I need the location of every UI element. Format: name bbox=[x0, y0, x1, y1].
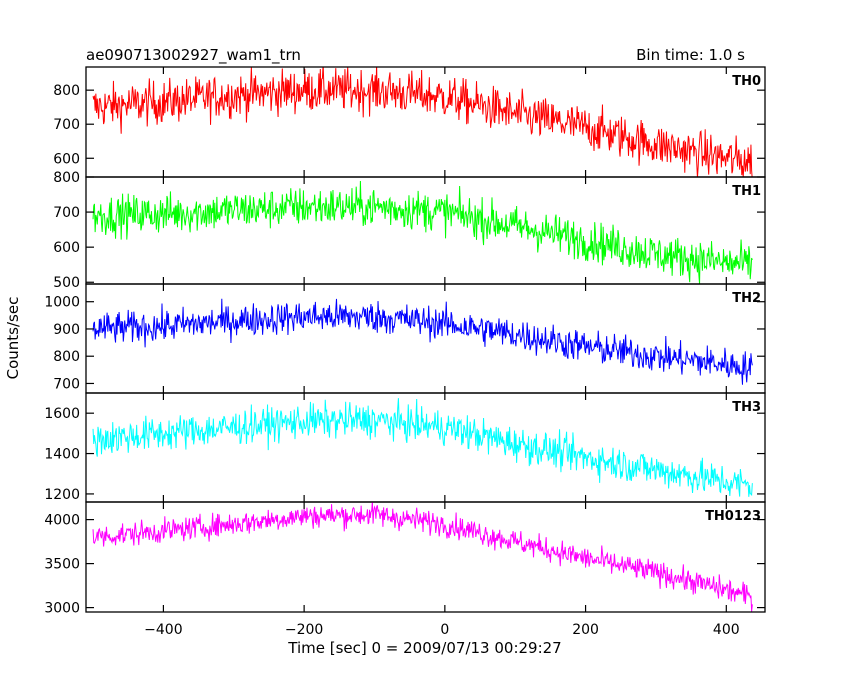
series-th0 bbox=[92, 67, 753, 177]
series-th1 bbox=[92, 181, 753, 284]
y-tick-label: 1600 bbox=[44, 406, 80, 422]
panel-frame bbox=[85, 392, 766, 503]
y-tick-label: 500 bbox=[53, 275, 80, 291]
y-tick-label: 700 bbox=[53, 205, 80, 221]
x-tick-label: −200 bbox=[285, 622, 323, 638]
series-th2 bbox=[92, 298, 753, 385]
y-tick-label: 1000 bbox=[44, 295, 80, 311]
y-tick-label: 1200 bbox=[44, 487, 80, 503]
y-tick-label: 800 bbox=[53, 83, 80, 99]
x-tick-label: 400 bbox=[713, 622, 740, 638]
panel-label: TH2 bbox=[732, 291, 761, 306]
panel-label: TH1 bbox=[732, 184, 761, 199]
panels: 600 700 800 TH0 500 600 700 800 TH1 700 800 900 1000… bbox=[44, 66, 766, 617]
y-tick-label: 800 bbox=[53, 349, 80, 365]
chart-title-left: ae090713002927_wam1_trn bbox=[86, 46, 301, 65]
x-axis-label: Time [sec] 0 = 2009/07/13 00:29:27 bbox=[287, 639, 561, 657]
y-tick-label: 700 bbox=[53, 376, 80, 392]
y-tick-label: 900 bbox=[53, 322, 80, 338]
chart-title-right: Bin time: 1.0 s bbox=[636, 46, 745, 64]
series-th0123 bbox=[92, 502, 753, 612]
panel-frame bbox=[85, 501, 766, 613]
x-tick-label: 200 bbox=[572, 622, 599, 638]
y-tick-label: 1400 bbox=[44, 447, 80, 463]
y-tick-label: 4000 bbox=[44, 513, 80, 529]
panel-frame bbox=[85, 283, 766, 394]
series-th3 bbox=[92, 398, 753, 497]
y-axis-label: Counts/sec bbox=[4, 297, 22, 380]
y-tick-label: 700 bbox=[53, 117, 80, 133]
panel-label: TH0123 bbox=[705, 509, 761, 524]
y-tick-label: 600 bbox=[53, 240, 80, 256]
panel-label: TH0 bbox=[732, 74, 761, 89]
panel-th2: 700 800 900 1000 TH2 bbox=[44, 283, 766, 394]
panel-th3: 1200 1400 1600 TH3 bbox=[44, 392, 766, 503]
panel-label: TH3 bbox=[732, 400, 761, 415]
x-tick-label: 0 bbox=[440, 622, 449, 638]
y-tick-label: 800 bbox=[53, 170, 80, 186]
x-axis: −400 −200 0 200 400 bbox=[144, 622, 739, 638]
panel-frame bbox=[85, 66, 766, 178]
y-tick-label: 600 bbox=[53, 151, 80, 167]
panel-th0123: 3000 3500 4000 TH0123 bbox=[44, 501, 766, 617]
y-tick-label: 3500 bbox=[44, 557, 80, 573]
panel-th1: 500 600 700 800 TH1 bbox=[53, 170, 766, 291]
panel-th0: 600 700 800 TH0 bbox=[53, 66, 766, 178]
y-tick-label: 3000 bbox=[44, 601, 80, 617]
x-tick-label: −400 bbox=[144, 622, 182, 638]
